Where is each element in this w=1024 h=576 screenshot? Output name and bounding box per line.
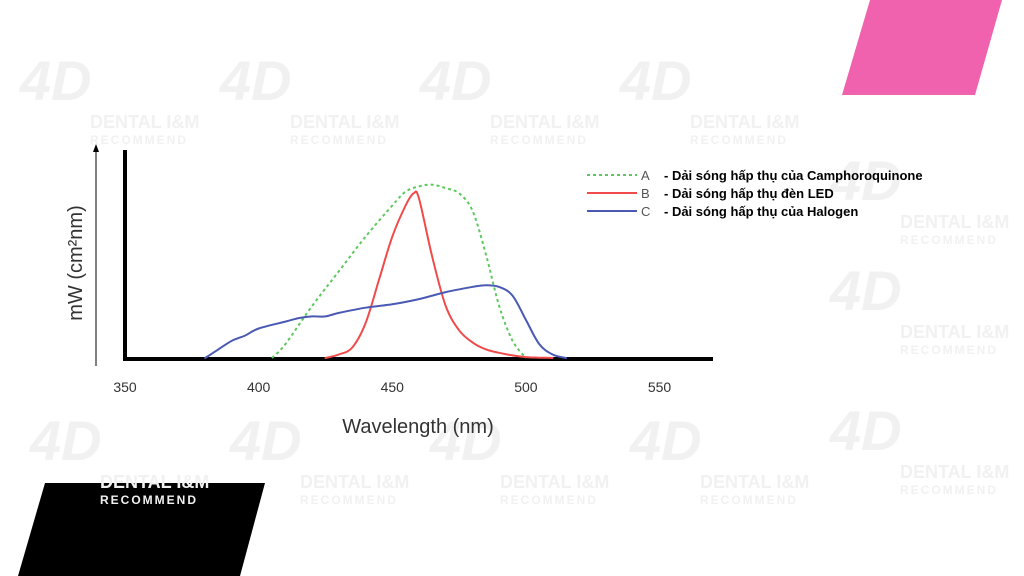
watermark-sub: RECOMMEND xyxy=(690,133,788,147)
x-tick-label: 450 xyxy=(381,379,405,395)
watermark-mark: 4D xyxy=(429,409,502,472)
legend-description: - Dải sóng hấp thụ đèn LED xyxy=(664,186,834,201)
legend-description: - Dải sóng hấp thụ của Camphoroquinone xyxy=(664,168,923,183)
legend-letter: B xyxy=(641,186,650,201)
watermark-sub: RECOMMEND xyxy=(300,493,398,507)
watermark-mark: 4D xyxy=(619,49,692,112)
watermark-mark: 4D xyxy=(829,259,902,322)
watermark-brand: DENTAL I&M xyxy=(900,462,1009,482)
watermark-mark: 4D xyxy=(829,149,902,212)
series-line-c xyxy=(204,284,567,359)
series-line-b xyxy=(324,190,554,359)
axes xyxy=(93,144,713,366)
x-tick-label: 500 xyxy=(514,379,538,395)
watermark-brand: DENTAL I&M xyxy=(690,112,799,132)
watermark-sub: RECOMMEND xyxy=(290,133,388,147)
watermark-sub: RECOMMEND xyxy=(900,343,998,357)
watermark-brand: DENTAL I&M xyxy=(290,112,399,132)
watermark-mark: 4D xyxy=(19,49,92,112)
watermark-brand: DENTAL I&M xyxy=(300,472,409,492)
series-layer xyxy=(204,183,567,359)
watermark-brand: DENTAL I&M xyxy=(90,112,199,132)
x-axis-title: Wavelength (nm) xyxy=(342,416,494,438)
y-axis-title: mW (cm²nm) xyxy=(65,205,87,321)
watermark-mark: 4D xyxy=(219,49,292,112)
watermark-brand: DENTAL I&M xyxy=(700,472,809,492)
watermark-mark: 4D xyxy=(419,49,492,112)
legend: A - Dải sóng hấp thụ của Camphoroquinone B… xyxy=(587,168,923,219)
legend-item-b: B - Dải sóng hấp thụ đèn LED xyxy=(587,186,834,201)
legend-letter: A xyxy=(641,168,650,183)
y-axis-arrowhead xyxy=(93,144,99,152)
legend-description: - Dải sóng hấp thụ của Halogen xyxy=(664,204,858,219)
black-accent-shape xyxy=(18,483,265,576)
x-tick-label: 400 xyxy=(247,379,271,395)
legend-item-c: C - Dải sóng hấp thụ của Halogen xyxy=(587,204,858,219)
watermark-mark: 4D xyxy=(229,409,302,472)
watermark-brand: DENTAL I&M xyxy=(500,472,609,492)
watermark-brand: DENTAL I&M xyxy=(900,212,1009,232)
x-tick-label: 550 xyxy=(648,379,672,395)
x-tick-label: 350 xyxy=(113,379,137,395)
watermark-mark: 4D xyxy=(829,399,902,462)
watermark-brand: DENTAL I&M xyxy=(100,472,209,492)
watermark-sub: RECOMMEND xyxy=(500,493,598,507)
legend-letter: C xyxy=(641,204,650,219)
watermark-sub: RECOMMEND xyxy=(700,493,798,507)
watermark-brand: DENTAL I&M xyxy=(490,112,599,132)
legend-item-a: A - Dải sóng hấp thụ của Camphoroquinone xyxy=(587,168,923,183)
watermark-mark: 4D xyxy=(29,409,102,472)
watermark-sub: RECOMMEND xyxy=(490,133,588,147)
watermark-mark: 4D xyxy=(629,409,702,472)
watermark-sub: RECOMMEND xyxy=(90,133,188,147)
x-tick-labels: 350 400 450 500 550 xyxy=(113,379,671,395)
series-line-a xyxy=(271,183,527,359)
watermark-sub: RECOMMEND xyxy=(100,493,198,507)
watermark-brand: DENTAL I&M xyxy=(900,322,1009,342)
watermark-sub: RECOMMEND xyxy=(900,483,998,497)
pink-accent-shape xyxy=(842,0,1002,95)
watermark-sub: RECOMMEND xyxy=(900,233,998,247)
